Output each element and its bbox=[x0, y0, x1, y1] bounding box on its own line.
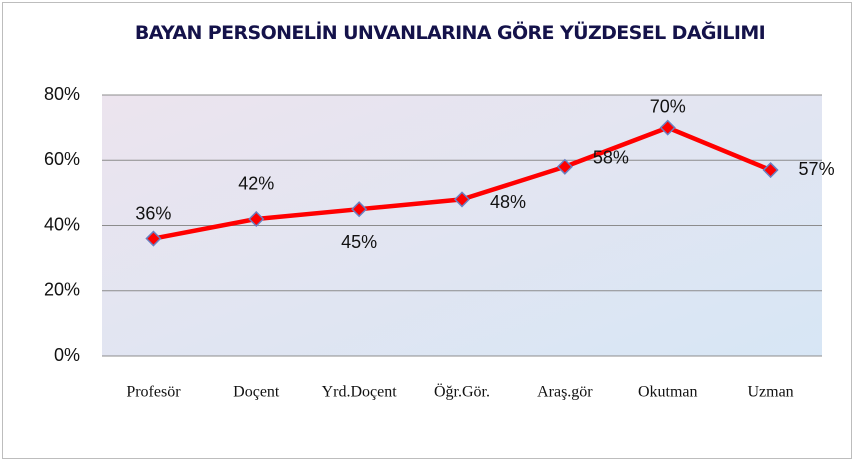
chart-title: BAYAN PERSONELİN UNVANLARINA GÖRE YÜZDES… bbox=[134, 22, 766, 44]
data-label: 70% bbox=[650, 96, 686, 116]
data-label: 57% bbox=[799, 159, 835, 179]
point bbox=[351, 201, 368, 218]
x-tick-label: Uzman bbox=[747, 384, 793, 401]
x-tick-label: Öğr.Gör. bbox=[434, 383, 490, 401]
data-label: 48% bbox=[490, 192, 526, 212]
x-tick-label: Yrd.Doçent bbox=[322, 384, 398, 401]
x-tick-label: Okutman bbox=[638, 384, 698, 401]
y-tick-label: 80% bbox=[44, 84, 80, 104]
x-tick-label: Araş.gör bbox=[537, 384, 593, 401]
point bbox=[145, 230, 162, 247]
y-tick-label: 60% bbox=[44, 149, 80, 169]
x-tick-label: Doçent bbox=[233, 384, 280, 401]
y-tick-label: 0% bbox=[54, 345, 80, 365]
point bbox=[248, 210, 265, 228]
data-label: 36% bbox=[135, 203, 171, 223]
y-tick-label: 20% bbox=[44, 280, 80, 300]
x-tick-label: Profesör bbox=[126, 384, 181, 401]
point bbox=[659, 119, 676, 136]
point bbox=[762, 161, 779, 179]
y-tick-label: 40% bbox=[44, 214, 80, 234]
point bbox=[556, 158, 573, 175]
point bbox=[453, 191, 471, 208]
data-label: 45% bbox=[341, 232, 377, 252]
data-label: 42% bbox=[238, 174, 274, 194]
data-label: 58% bbox=[593, 148, 629, 168]
